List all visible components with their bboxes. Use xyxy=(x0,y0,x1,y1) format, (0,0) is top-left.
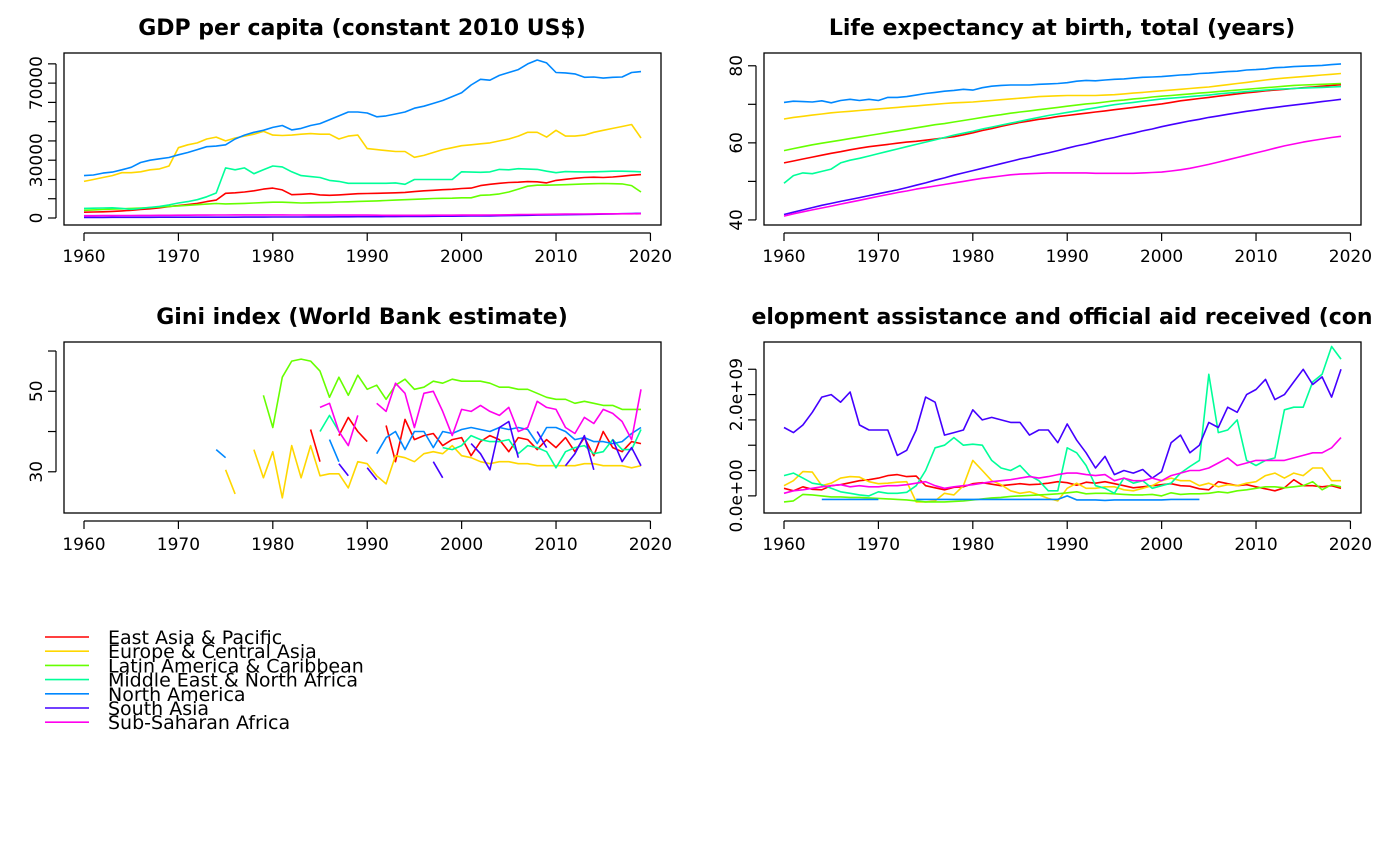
chart-panel-3: Gini index (World Bank estimate) 1960 1970… xyxy=(27,305,672,555)
x-tick-label: 2020 xyxy=(629,247,672,267)
series-line-2 xyxy=(83,123,642,183)
x-tick-label: 2020 xyxy=(629,535,672,555)
chart-panel-2: Life expectancy at birth, total (years) 1… xyxy=(727,16,1372,267)
x-tick-label: 1970 xyxy=(857,247,900,267)
x-tick-label: 2010 xyxy=(534,247,577,267)
series-line-5 xyxy=(83,59,642,177)
series-line-3 xyxy=(783,82,1342,152)
series-line-4 xyxy=(319,414,642,469)
plot-frame xyxy=(63,341,662,514)
y-tick-label: 0 xyxy=(27,213,47,224)
series-line-2 xyxy=(224,444,642,499)
series-line-7 xyxy=(319,382,642,447)
x-tick-label: 2010 xyxy=(1234,535,1277,555)
x-tick-label: 1980 xyxy=(951,535,994,555)
series-line-1 xyxy=(783,473,1342,492)
series-line-7 xyxy=(783,135,1342,217)
series-line-3 xyxy=(262,358,641,429)
y-tick-label: 70000 xyxy=(27,56,47,110)
series-line-1 xyxy=(783,83,1342,164)
x-tick-label: 1960 xyxy=(762,247,805,267)
x-tick-label: 1970 xyxy=(157,247,200,267)
series-line-2 xyxy=(783,459,1341,503)
x-axis: 1960 1970 1980 1990 2000 2010 2020 xyxy=(62,232,672,267)
chart-panel-4: elopment assistance and official aid rec… xyxy=(727,305,1373,555)
y-axis: 40 60 80 xyxy=(727,55,757,231)
y-axis: 30 50 xyxy=(27,350,57,483)
series-line-3 xyxy=(83,182,642,212)
x-tick-label: 1960 xyxy=(62,247,105,267)
x-axis: 1960 1970 1980 1990 2000 2010 2020 xyxy=(762,520,1372,555)
x-tick-label: 1990 xyxy=(1046,535,1089,555)
plot-frame xyxy=(63,52,662,226)
series-line-7 xyxy=(84,212,642,217)
x-tick-label: 1970 xyxy=(157,535,200,555)
series-line-5 xyxy=(215,426,642,463)
series-line-3 xyxy=(783,480,1342,503)
x-axis: 1960 1970 1980 1990 2000 2010 2020 xyxy=(62,520,672,555)
series-line-7 xyxy=(783,437,1342,495)
x-tick-label: 1990 xyxy=(346,535,389,555)
x-tick-label: 1960 xyxy=(762,535,805,555)
x-axis: 1960 1970 1980 1990 2000 2010 2020 xyxy=(762,232,1372,267)
legend-label: Sub-Saharan Africa xyxy=(108,712,290,734)
y-tick-label: 0.0e+00 xyxy=(727,459,747,532)
series-line-1 xyxy=(309,416,642,463)
y-tick-label: 50 xyxy=(27,380,47,402)
x-tick-label: 1960 xyxy=(62,535,105,555)
y-tick-label: 60 xyxy=(727,132,747,154)
x-tick-label: 2000 xyxy=(1140,247,1183,267)
y-tick-label: 2.0e+09 xyxy=(727,358,747,431)
chart-title: elopment assistance and official aid rec… xyxy=(751,305,1372,330)
series-line-2 xyxy=(783,72,1342,120)
series-line-5 xyxy=(821,495,1200,502)
y-tick-label: 80 xyxy=(727,55,747,77)
x-tick-label: 1980 xyxy=(251,247,294,267)
plot-frame xyxy=(763,341,1362,514)
x-tick-label: 2010 xyxy=(1234,247,1277,267)
series-line-4 xyxy=(783,345,1342,497)
legend-label: Latin America & Caribbean xyxy=(108,655,364,677)
legend-label: Europe & Central Asia xyxy=(108,641,317,663)
x-tick-label: 2000 xyxy=(440,535,483,555)
chart-title: Life expectancy at birth, total (years) xyxy=(829,16,1295,41)
series-line-6 xyxy=(783,98,1342,216)
x-tick-label: 2020 xyxy=(1329,535,1372,555)
x-tick-label: 2010 xyxy=(534,535,577,555)
series-line-6 xyxy=(338,420,642,481)
legend-label: East Asia & Pacific xyxy=(108,627,282,649)
x-tick-label: 2000 xyxy=(1140,535,1183,555)
chart-title: Gini index (World Bank estimate) xyxy=(156,305,568,330)
series-line-4 xyxy=(83,165,642,211)
x-tick-label: 1990 xyxy=(346,247,389,267)
x-tick-label: 1970 xyxy=(857,535,900,555)
series-line-4 xyxy=(783,85,1342,184)
y-axis: 0.0e+00 2.0e+09 xyxy=(727,358,757,533)
legend-label: South Asia xyxy=(108,698,209,720)
x-tick-label: 2000 xyxy=(440,247,483,267)
x-tick-label: 1990 xyxy=(1046,247,1089,267)
y-tick-label: 40 xyxy=(727,209,747,231)
plot-frame xyxy=(763,52,1362,226)
series-line-5 xyxy=(783,63,1342,104)
x-tick-label: 2020 xyxy=(1329,247,1372,267)
chart-panel-1: GDP per capita (constant 2010 US$)1960 19… xyxy=(27,16,672,267)
legend-label: Middle East & North Africa xyxy=(108,670,358,692)
legend-label: North America xyxy=(108,684,246,706)
series-line-6 xyxy=(783,368,1342,479)
y-tick-label: 30 xyxy=(27,461,47,483)
y-axis: 0 30000 70000 xyxy=(27,56,57,224)
x-tick-label: 1980 xyxy=(251,535,294,555)
chart-title: GDP per capita (constant 2010 US$) xyxy=(138,16,586,41)
x-tick-label: 1980 xyxy=(951,247,994,267)
y-tick-label: 30000 xyxy=(27,133,47,187)
